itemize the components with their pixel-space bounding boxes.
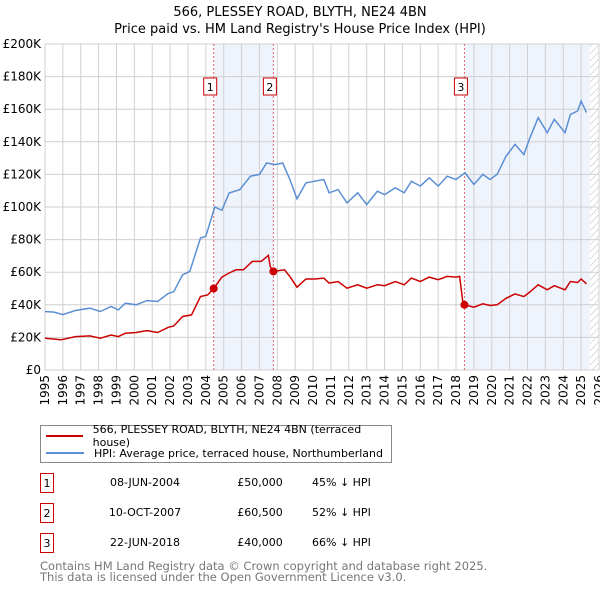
x-tick-label: 2015 xyxy=(395,375,409,406)
legend-item-hpi: HPI: Average price, terraced house, Nort… xyxy=(41,445,383,461)
footer-licence: This data is licensed under the Open Gov… xyxy=(40,570,407,584)
sale-hpi-diff: 52% ↓ HPI xyxy=(312,506,371,519)
y-tick-label: £80K xyxy=(10,233,42,247)
y-tick-label: £40K xyxy=(10,298,42,312)
sale-label: 3 xyxy=(457,81,464,94)
sale-point xyxy=(209,284,218,293)
x-tick-label: 2007 xyxy=(252,375,266,406)
legend-item-property: 566, PLESSEY ROAD, BLYTH, NE24 4BN (terr… xyxy=(41,423,391,449)
sale-price: £50,000 xyxy=(237,476,283,489)
sale-number: 1 xyxy=(40,473,54,493)
x-tick-label: 2008 xyxy=(270,375,284,406)
chart-title: 566, PLESSEY ROAD, BLYTH, NE24 4BN xyxy=(173,5,427,20)
x-tick-label: 2005 xyxy=(217,375,231,406)
legend-red-line xyxy=(46,435,83,437)
x-tick-label: 2018 xyxy=(449,375,463,406)
legend: 566, PLESSEY ROAD, BLYTH, NE24 4BN (terr… xyxy=(40,423,392,463)
y-tick-label: £140K xyxy=(3,135,43,149)
sale-label-box xyxy=(203,77,218,96)
y-tick-label: £0 xyxy=(26,363,41,377)
x-tick-label: 1996 xyxy=(56,375,70,406)
legend-label-property: 566, PLESSEY ROAD, BLYTH, NE24 4BN (terr… xyxy=(92,423,362,449)
x-tick-label: 2025 xyxy=(574,375,588,406)
x-tick-label: 2003 xyxy=(181,375,195,406)
x-tick-label: 2009 xyxy=(288,375,302,406)
x-tick-label: 2012 xyxy=(342,375,356,406)
x-tick-label: 1999 xyxy=(109,375,123,406)
y-tick-label: £180K xyxy=(3,70,43,84)
sale-label: 1 xyxy=(207,81,214,94)
sale-hpi-diff: 66% ↓ HPI xyxy=(312,536,371,549)
sale-number: 2 xyxy=(40,503,54,523)
x-tick-label: 2014 xyxy=(378,375,392,406)
sale-hpi-diff: 45% ↓ HPI xyxy=(312,476,371,489)
sale-label: 2 xyxy=(266,81,273,94)
x-tick-label: 2001 xyxy=(145,375,159,406)
x-tick-label: 2010 xyxy=(306,375,320,406)
x-tick-label: 2019 xyxy=(467,375,481,406)
y-tick-label: £160K xyxy=(3,102,43,116)
sale-price: £60,500 xyxy=(237,506,283,519)
x-tick-label: 2000 xyxy=(127,375,141,406)
y-tick-label: £60K xyxy=(10,265,42,279)
sale-label-box xyxy=(453,77,468,96)
legend-label-hpi: HPI: Average price, terraced house, Nort… xyxy=(94,446,383,460)
x-tick-label: 1998 xyxy=(92,375,106,406)
footer-copyright: Contains HM Land Registry data © Crown c… xyxy=(40,559,488,573)
sale-number: 3 xyxy=(40,533,54,553)
y-tick-label: £200K xyxy=(3,37,43,51)
property-price-line xyxy=(44,253,587,341)
x-tick-label: 2004 xyxy=(199,375,213,406)
y-tick-label: £120K xyxy=(3,167,43,181)
x-tick-label: 2002 xyxy=(163,375,177,406)
x-tick-label: 2011 xyxy=(324,375,338,406)
plot-border xyxy=(44,43,600,371)
sale-price: £40,000 xyxy=(237,536,283,549)
x-tick-label: 2013 xyxy=(360,375,374,406)
sale-label-box xyxy=(262,77,277,96)
y-tick-label: £100K xyxy=(3,200,43,214)
x-tick-label: 2026 xyxy=(592,375,600,406)
x-tick-label: 2017 xyxy=(431,375,445,406)
y-tick-label: £20K xyxy=(10,330,42,344)
x-tick-label: 2024 xyxy=(556,375,570,406)
x-tick-label: 2006 xyxy=(235,375,249,406)
sale-point xyxy=(460,300,469,309)
legend-blue-line xyxy=(46,452,84,454)
x-tick-label: 2023 xyxy=(538,375,552,406)
sale-date: 10-OCT-2007 xyxy=(108,506,182,519)
sale-point xyxy=(269,267,278,276)
chart-subtitle: Price paid vs. HM Land Registry's House … xyxy=(114,22,486,37)
x-tick-label: 2021 xyxy=(503,375,517,406)
hpi-line xyxy=(44,99,588,316)
sale-date: 08-JUN-2004 xyxy=(109,476,181,489)
x-tick-label: 2022 xyxy=(521,375,535,406)
x-tick-label: 1995 xyxy=(38,375,52,406)
x-tick-label: 2020 xyxy=(485,375,499,406)
price-chart: 1995 1996 1997 1998 1999 2000 2001 2002 2003 2004… xyxy=(3,37,600,406)
x-tick-label: 2016 xyxy=(413,375,427,406)
sale-date: 22-JUN-2018 xyxy=(109,536,181,549)
x-tick-label: 1997 xyxy=(74,375,88,406)
